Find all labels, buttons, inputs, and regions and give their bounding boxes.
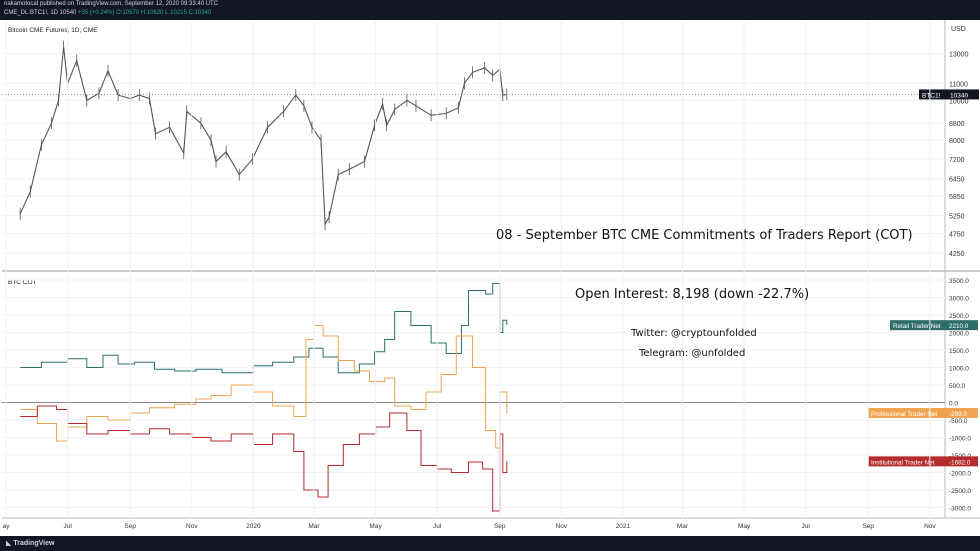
price-tick-label: 5850: [949, 194, 965, 201]
cot-tick-label: 500.0: [949, 383, 966, 390]
price-tick-label: 8800: [949, 121, 965, 128]
series-value-label: -1682.0: [949, 459, 971, 466]
price-series-line: [19, 46, 507, 227]
tradingview-logo[interactable]: ◣ TradingView: [6, 540, 55, 547]
price-tick-label: 11000: [949, 81, 968, 88]
series-value-badge: [868, 456, 978, 467]
tradingview-logo-icon: ◣: [6, 540, 14, 547]
time-tick-label: Nov: [556, 523, 568, 530]
series-name-label: Retail Trader Net: [893, 323, 941, 330]
publish-line: nakamotocat published on TradingView.com…: [4, 1, 219, 7]
cot-pane-title: BTC COT: [8, 279, 37, 286]
time-tick-label: Nov: [924, 523, 936, 530]
symbol-info: CME_DL:BTC1!, 1D 10540: [4, 10, 77, 16]
price-tick-label: 4250: [949, 251, 965, 258]
time-tick-label: May: [738, 523, 751, 530]
cot-tick-label: 1000.0: [949, 366, 969, 373]
time-tick-label: Sep: [124, 523, 136, 530]
time-tick-label: ay: [3, 523, 11, 530]
cot-tick-label: -3000.0: [949, 506, 971, 513]
series-name-label: Professional Trader Net: [871, 411, 937, 418]
time-tick-label: Mar: [308, 523, 320, 530]
publish-header: nakamotocat published on TradingView.com…: [0, 0, 980, 20]
price-tick-label: 13000: [949, 52, 969, 59]
series-value-badge: [868, 407, 978, 418]
cot-tick-label: 3500.0: [949, 278, 969, 285]
price-tick-label: 5250: [949, 213, 965, 220]
cot-tick-label: -500.0: [949, 418, 968, 425]
cot-tick-label: 2000.0: [949, 331, 969, 338]
ohlc-values: O:10570 H:10620 L:10215 C:10340: [116, 10, 212, 16]
telegram-text: Telegram: @unfolded: [639, 348, 746, 359]
time-tick-label: May: [369, 523, 382, 530]
cot-tick-label: 2500.0: [949, 313, 969, 320]
series-value-badge: [890, 320, 978, 331]
chart-canvas: 13000 11000 10000 8800 8000 7200 6450 5850 5250 4…: [2, 20, 980, 530]
time-tick-label: Sep: [494, 523, 506, 530]
cot-tick-label: 0.0: [949, 401, 958, 408]
time-tick-label: Sep: [862, 523, 874, 530]
twitter-text: Twitter: @cryptounfolded: [631, 328, 757, 339]
price-change: +35 (+0.24%): [78, 10, 115, 16]
last-price-value: 10340: [950, 92, 968, 99]
price-tick-label: 6450: [949, 177, 965, 184]
time-tick-label: 2021: [616, 523, 631, 530]
report-title: 08 - September BTC CME Commitments of Tr…: [496, 228, 913, 243]
time-tick-label: Jul: [433, 523, 442, 530]
symbol-line: CME_DL:BTC1!, 1D 10540 +35 (+0.24%) O:10…: [4, 10, 211, 16]
institutional-trader-net-line: [20, 405, 508, 512]
time-tick-label: 2020: [246, 523, 261, 530]
last-price-badge: [919, 89, 979, 100]
series-name-label: Institutional Trader Net: [871, 459, 935, 466]
cot-tick-label: -2000.0: [949, 471, 971, 478]
price-tick-label: 10000: [949, 98, 969, 105]
cot-tick-label: 3000.0: [949, 296, 969, 303]
price-tick-label: 4750: [949, 231, 965, 238]
price-pane-title: Bitcoin CME Futures, 1D, CME: [8, 27, 98, 34]
time-tick-label: Mar: [677, 523, 689, 530]
cot-tick-label: 1500.0: [949, 348, 969, 355]
cot-tick-label: -1000.0: [949, 436, 971, 443]
price-tick-label: 7200: [949, 157, 965, 164]
series-value-label: -299.0: [949, 411, 967, 418]
price-tick-label: 8000: [949, 138, 965, 145]
series-value-label: 2210.0: [949, 323, 969, 330]
retail-trader-net-line: [20, 283, 508, 374]
professional-trader-net-line: [20, 325, 508, 449]
open-interest-text: Open Interest: 8,198 (down -22.7%): [575, 287, 810, 302]
footer-bar: ◣ TradingView: [0, 536, 980, 551]
last-price-symbol: BTC1!: [922, 92, 941, 99]
time-tick-label: Jul: [802, 523, 811, 530]
cot-tick-label: -2500.0: [949, 488, 971, 495]
time-tick-label: Jul: [63, 523, 72, 530]
time-tick-label: Nov: [186, 523, 198, 530]
currency-label: USD: [951, 26, 966, 33]
